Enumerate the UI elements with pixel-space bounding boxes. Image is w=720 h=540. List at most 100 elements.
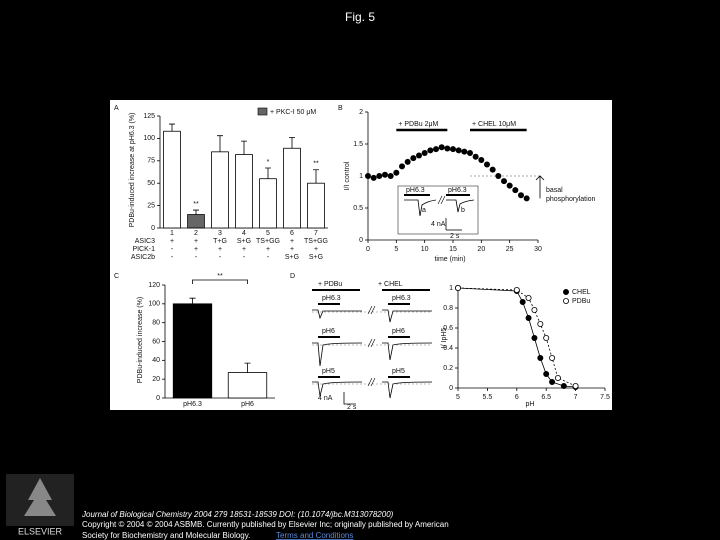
- row-cell: TS+GG: [304, 238, 328, 245]
- data-point: [370, 174, 377, 181]
- trace-label: pH5: [392, 368, 405, 375]
- y-tick-label: 75: [147, 158, 155, 165]
- inset-label: pH6.3: [448, 187, 467, 194]
- x-tick-label: 20: [477, 246, 485, 253]
- row-label: ASIC2b: [131, 254, 155, 261]
- data-point: [560, 382, 567, 389]
- y-tick-label: 40: [152, 357, 160, 364]
- data-point: [421, 149, 428, 156]
- data-point: [531, 306, 538, 313]
- data-point: [537, 320, 544, 327]
- x-tick-label: 25: [506, 246, 514, 253]
- y-tick-label: 25: [147, 202, 155, 209]
- y-tick-label: 125: [143, 113, 155, 120]
- bar: [235, 154, 253, 229]
- data-point: [543, 370, 550, 377]
- x-tick-label: 1: [170, 230, 174, 237]
- current-trace: [404, 199, 475, 217]
- y-axis-label: I/I control: [344, 161, 351, 190]
- row-cell: +: [242, 246, 246, 253]
- data-point: [506, 182, 513, 189]
- scale-label: 2 s: [347, 404, 357, 411]
- inset-label: 4 nA: [431, 221, 446, 228]
- x-tick-label: 6: [515, 394, 519, 401]
- y-tick-label: 0: [156, 395, 160, 402]
- data-point: [416, 152, 422, 159]
- legend-label: + PKC-I 50 μM: [270, 109, 316, 116]
- data-point: [393, 169, 400, 176]
- x-tick-label: 5: [456, 394, 460, 401]
- data-point: [387, 173, 394, 179]
- citation: Copyright © 2004 © 2004 ASBMB. Currently…: [82, 520, 449, 529]
- x-tick-label: 5.5: [483, 394, 493, 401]
- elsevier-logo: ELSEVIER: [6, 474, 74, 536]
- figure: A B C D + PKC-I 50 μM PDBu-induced incre…: [110, 100, 612, 411]
- x-axis-label: pH: [526, 401, 535, 408]
- data-point: [455, 147, 462, 154]
- data-point: [537, 354, 544, 361]
- inset-label: a: [422, 207, 426, 214]
- error-bar: [217, 135, 223, 152]
- bar: [211, 151, 229, 229]
- data-point: [433, 146, 439, 153]
- panel-label: B: [338, 105, 343, 112]
- logo-tree: [24, 478, 56, 516]
- error-bar: [244, 362, 251, 373]
- y-tick-label: 0.2: [443, 365, 453, 372]
- panel-label: D: [290, 273, 295, 280]
- row-cell: -: [243, 254, 246, 261]
- row-cell: -: [267, 254, 270, 261]
- bar: [187, 214, 205, 229]
- y-tick-label: 0.5: [353, 205, 363, 212]
- y-tick-label: 1: [449, 285, 453, 292]
- data-point: [549, 378, 556, 385]
- trace-label: pH5: [322, 368, 335, 375]
- data-point: [365, 173, 371, 179]
- terms-link[interactable]: Terms and Conditions: [276, 531, 353, 540]
- significance: **: [193, 201, 199, 208]
- row-cell: +: [170, 238, 174, 245]
- data-point: [478, 157, 485, 163]
- y-tick-label: 100: [148, 301, 160, 308]
- trace-panel: + PDBu + CHEL pH6.3 pH6.3 pH6 pH6 pH5 pH…: [312, 281, 433, 411]
- data-point: [376, 173, 383, 179]
- logo-text: ELSEVIER: [18, 526, 63, 536]
- x-tick-label: 5: [266, 230, 270, 237]
- data-point: [399, 163, 405, 170]
- error-bar: [265, 167, 271, 179]
- data-point: [427, 147, 434, 154]
- data-point: [525, 314, 532, 321]
- data-point: [404, 158, 411, 165]
- y-tick-label: 20: [152, 376, 160, 383]
- legend-label: CHEL: [572, 289, 591, 296]
- citation: Journal of Biological Chemistry 2004 279…: [81, 510, 394, 519]
- y-tick-label: 0: [359, 237, 363, 244]
- citation: Society for Biochemistry and Molecular B…: [82, 531, 250, 540]
- error-bar: [289, 137, 295, 149]
- y-tick-label: 0.6: [443, 325, 453, 332]
- data-point: [525, 294, 532, 301]
- x-tick-label: 3: [218, 230, 222, 237]
- data-point: [382, 171, 388, 178]
- fit-line: [457, 287, 576, 388]
- data-point: [461, 148, 468, 155]
- trace-label: pH6: [322, 328, 335, 335]
- bar: [283, 147, 301, 229]
- y-tick-label: 0: [449, 385, 453, 392]
- y-tick-label: 0.4: [443, 345, 453, 352]
- data-point: [531, 334, 538, 341]
- y-tick-label: 2: [359, 109, 363, 116]
- y-tick-label: 100: [143, 135, 155, 142]
- trace-header: + PDBu: [318, 281, 342, 288]
- row-cell: +: [290, 238, 294, 245]
- basal-label: phosphorylation: [546, 196, 596, 203]
- x-tick-label: 10: [421, 246, 429, 253]
- basal-arrow: [535, 175, 545, 199]
- legend-label: PDBu: [572, 298, 590, 305]
- inset: pH6.3 pH6.3 a b 4 nA 2 s: [397, 185, 479, 240]
- inset-label: pH6.3: [406, 187, 425, 194]
- row-cell: +: [290, 246, 294, 253]
- basal-label: basal: [546, 187, 563, 194]
- row-label: ASIC3: [135, 238, 155, 245]
